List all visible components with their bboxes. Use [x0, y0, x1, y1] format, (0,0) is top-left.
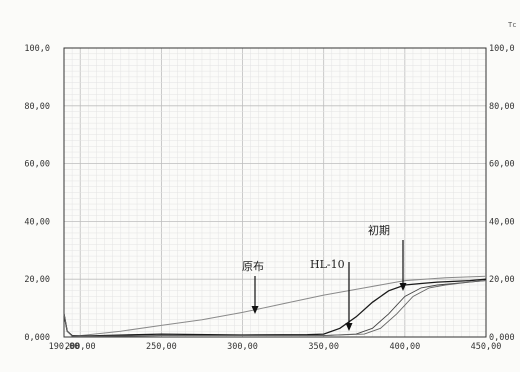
y-tick-label-left: 40,00	[24, 217, 50, 227]
annotation-arrow-head	[345, 323, 353, 331]
y-tick-label-right: 100,0	[489, 44, 515, 54]
grid	[63, 47, 487, 338]
y-tick-label-right: 40,00	[489, 217, 515, 227]
y-tick-label-right: 80,00	[489, 102, 515, 112]
x-tick-label: 250,00	[146, 342, 177, 352]
annotation-label: 原布	[242, 260, 264, 273]
y-tick-label-right: 60,00	[489, 160, 515, 170]
y-tick-label-right: 0,000	[489, 333, 515, 343]
x-tick-label: 190,00	[49, 342, 80, 352]
series-line-4	[63, 280, 487, 337]
x-tick-label: 400,00	[389, 342, 420, 352]
annotation-label: 初期	[368, 223, 390, 237]
series-group	[63, 275, 487, 337]
y-tick-label-left: 60,00	[24, 160, 50, 170]
annotation-label: HL-10	[310, 258, 345, 271]
x-tick-label: 350,00	[308, 342, 339, 352]
x-tick-label: 450,00	[471, 342, 502, 352]
y-tick-label-left: 80,00	[24, 102, 50, 112]
annotation-arrow-head	[399, 283, 407, 291]
x-tick-label: 200,00	[65, 342, 96, 352]
y-tick-label-left: 100,0	[24, 44, 50, 54]
y-tick-label-right: 20,00	[489, 275, 515, 285]
annotations: 原布 HL-10 初期	[242, 223, 407, 331]
y-tick-label-left: 0,000	[24, 333, 50, 343]
y-unit-label: Tc	[508, 21, 516, 29]
x-tick-label: 300,00	[227, 342, 258, 352]
plot-frame	[63, 47, 487, 338]
y-tick-label-left: 20,00	[24, 275, 50, 285]
annotation-arrow-head	[251, 306, 259, 314]
